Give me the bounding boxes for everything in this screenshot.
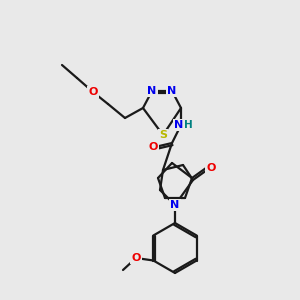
Text: O: O <box>148 142 158 152</box>
Text: N: N <box>167 86 177 96</box>
Text: N: N <box>174 120 184 130</box>
Text: N: N <box>147 86 157 96</box>
Text: N: N <box>170 200 180 210</box>
Text: O: O <box>88 87 98 97</box>
Text: O: O <box>206 163 216 173</box>
Text: H: H <box>184 120 192 130</box>
Text: S: S <box>159 130 167 140</box>
Text: O: O <box>131 253 141 263</box>
